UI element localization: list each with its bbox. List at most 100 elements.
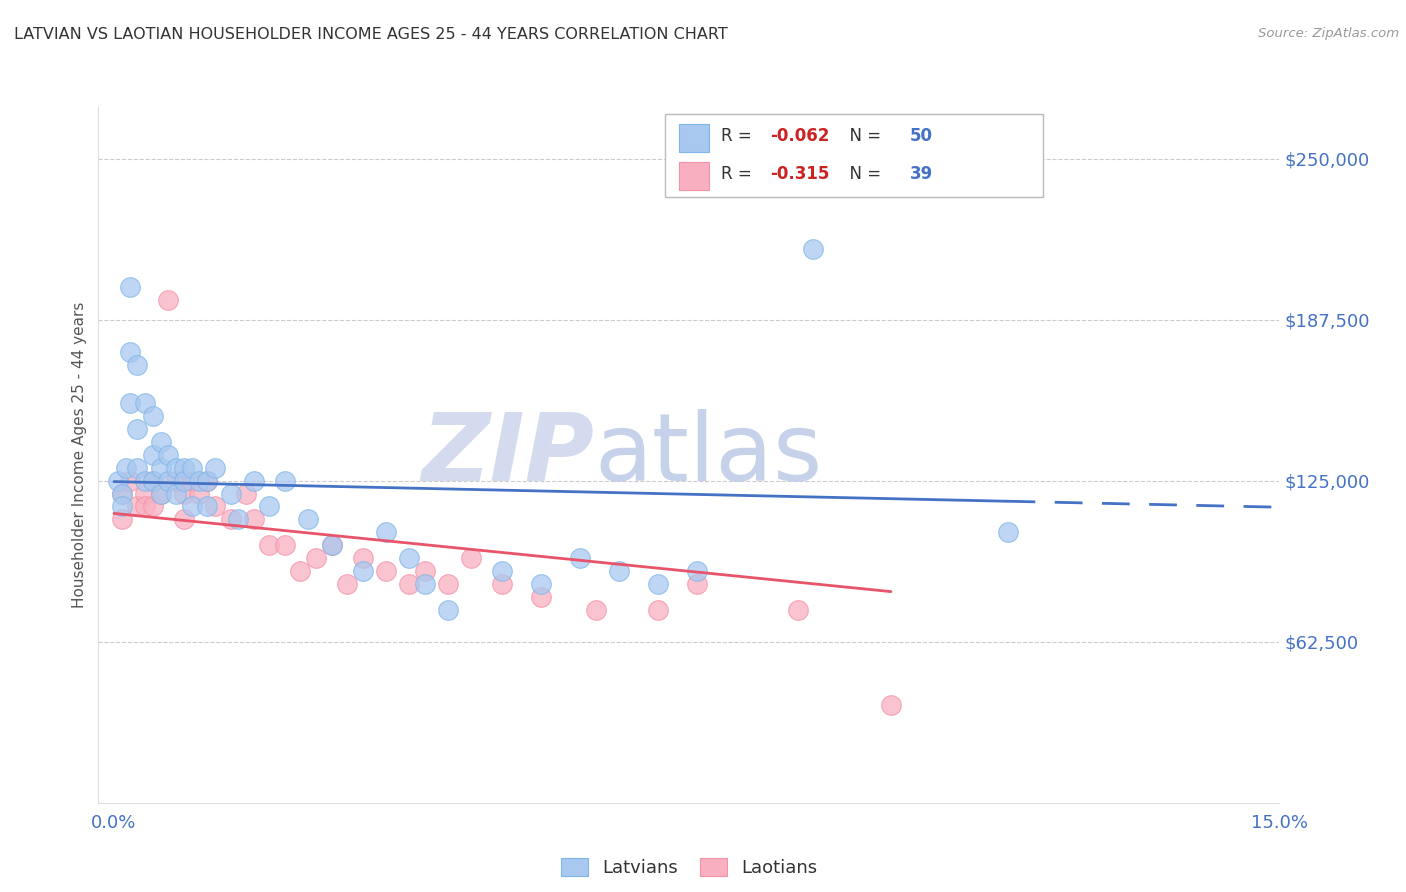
Point (142, 500, 165, 514)
Point (188, 486, 211, 500)
Point (180, 460, 202, 475)
Point (157, 293, 180, 308)
Text: R =: R = (721, 165, 756, 183)
Point (118, 344, 141, 359)
Point (149, 460, 172, 475)
Point (413, 576, 436, 591)
Text: N =: N = (839, 128, 886, 145)
Point (165, 474, 187, 488)
Point (274, 538, 297, 552)
Point (127, 500, 149, 514)
Point (305, 551, 328, 566)
Point (437, 602, 460, 616)
Point (142, 474, 165, 488)
Point (235, 486, 257, 500)
Point (274, 474, 297, 488)
Point (530, 576, 553, 591)
Point (111, 500, 134, 514)
Point (165, 486, 187, 500)
Point (491, 564, 513, 578)
Point (686, 564, 709, 578)
Point (290, 564, 312, 578)
Text: N =: N = (839, 165, 886, 183)
Point (801, 242, 824, 256)
Point (259, 500, 281, 514)
Point (530, 590, 553, 604)
Point (585, 602, 607, 616)
Text: -0.062: -0.062 (770, 128, 830, 145)
Point (180, 474, 202, 488)
Point (195, 474, 218, 488)
Point (111, 512, 134, 526)
Point (142, 474, 165, 488)
Point (142, 409, 165, 424)
Text: R =: R = (721, 128, 756, 145)
Point (569, 551, 592, 566)
Point (243, 474, 266, 488)
Point (647, 602, 669, 616)
Point (134, 474, 156, 488)
Point (111, 486, 134, 500)
Text: -0.315: -0.315 (770, 165, 830, 183)
Point (195, 500, 218, 514)
Point (607, 564, 630, 578)
Text: Source: ZipAtlas.com: Source: ZipAtlas.com (1258, 27, 1399, 40)
Point (352, 564, 374, 578)
Point (195, 474, 218, 488)
Point (204, 500, 226, 514)
Point (188, 474, 211, 488)
Point (114, 460, 136, 475)
Point (997, 525, 1019, 540)
Point (118, 396, 141, 410)
Point (165, 460, 187, 475)
Point (321, 538, 343, 552)
Text: LATVIAN VS LAOTIAN HOUSEHOLDER INCOME AGES 25 - 44 YEARS CORRELATION CHART: LATVIAN VS LAOTIAN HOUSEHOLDER INCOME AG… (14, 27, 728, 42)
FancyBboxPatch shape (665, 114, 1043, 197)
Point (173, 486, 195, 500)
Point (149, 486, 172, 500)
Point (321, 538, 343, 552)
Point (134, 500, 156, 514)
Point (398, 576, 420, 591)
Point (157, 448, 180, 462)
Point (374, 525, 396, 540)
Point (437, 576, 460, 591)
Point (173, 460, 195, 475)
Point (149, 486, 172, 500)
Point (647, 576, 669, 591)
Point (173, 474, 195, 488)
Point (157, 474, 180, 488)
Point (352, 551, 374, 566)
Point (219, 512, 242, 526)
Point (204, 460, 226, 475)
Point (118, 280, 141, 294)
Point (134, 396, 156, 410)
Point (180, 500, 202, 514)
Point (118, 474, 141, 488)
Point (259, 538, 281, 552)
Point (111, 486, 134, 500)
Point (127, 460, 149, 475)
Point (134, 486, 156, 500)
Point (786, 602, 808, 616)
Point (297, 512, 319, 526)
Point (413, 564, 436, 578)
Point (219, 486, 242, 500)
Point (127, 422, 149, 436)
Text: atlas: atlas (595, 409, 823, 501)
Y-axis label: Householder Income Ages 25 - 44 years: Householder Income Ages 25 - 44 years (72, 301, 87, 608)
Point (149, 435, 172, 450)
Point (173, 512, 195, 526)
Point (491, 576, 513, 591)
Point (127, 358, 149, 372)
Text: ZIP: ZIP (422, 409, 595, 501)
FancyBboxPatch shape (679, 162, 709, 190)
Point (243, 512, 266, 526)
Text: 39: 39 (910, 165, 934, 183)
Text: 50: 50 (910, 128, 932, 145)
Point (460, 551, 482, 566)
Point (142, 448, 165, 462)
Point (226, 512, 249, 526)
Point (374, 564, 396, 578)
Legend: Latvians, Laotians: Latvians, Laotians (554, 850, 824, 884)
